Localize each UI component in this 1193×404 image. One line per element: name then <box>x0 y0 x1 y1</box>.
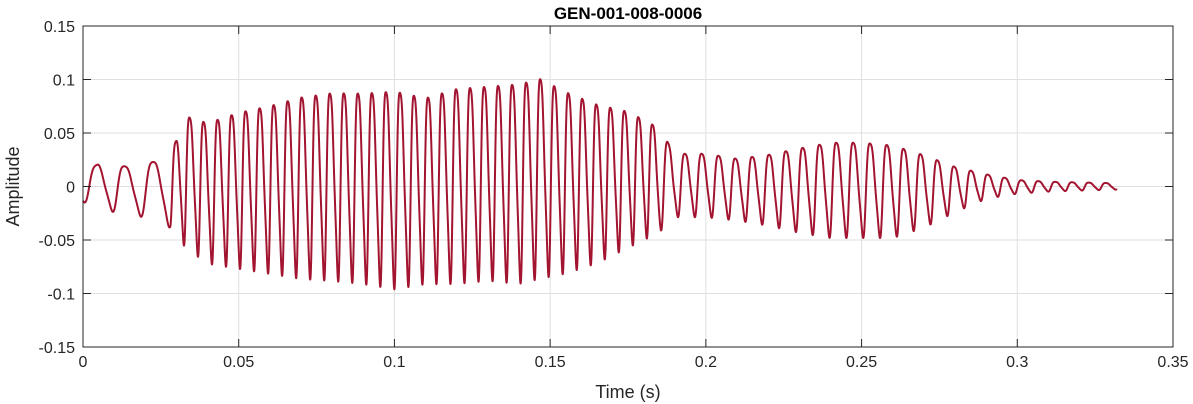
y-tick-label: 0 <box>66 180 75 197</box>
y-tick-label: 0.15 <box>44 19 75 36</box>
x-tick-label: 0.3 <box>1006 354 1028 371</box>
plot-area <box>82 78 1118 291</box>
x-tick-label: 0.35 <box>1157 354 1188 371</box>
x-tick-label: 0.25 <box>846 354 877 371</box>
axis-ticks: 0 0.05 0.1 0.15 0.2 0.25 0.3 0.35 -0.15 -0.1 -0.05… <box>39 19 1189 371</box>
x-axis-label: Time (s) <box>595 382 660 402</box>
x-tick-label: 0 <box>79 354 88 371</box>
x-tick-label: 0.1 <box>383 354 405 371</box>
x-tick-label: 0.05 <box>223 354 254 371</box>
y-tick-label: 0.1 <box>53 73 75 90</box>
chart-title: GEN-001-008-0006 <box>554 4 702 23</box>
y-tick-label: -0.15 <box>39 340 76 357</box>
waveform-series-line <box>82 78 1118 291</box>
x-tick-label: 0.15 <box>535 354 566 371</box>
y-tick-label: -0.1 <box>47 287 75 304</box>
y-tick-label: -0.05 <box>39 233 76 250</box>
x-tick-label: 0.2 <box>695 354 717 371</box>
y-tick-label: 0.05 <box>44 126 75 143</box>
y-axis-label: Amplitude <box>3 146 23 226</box>
